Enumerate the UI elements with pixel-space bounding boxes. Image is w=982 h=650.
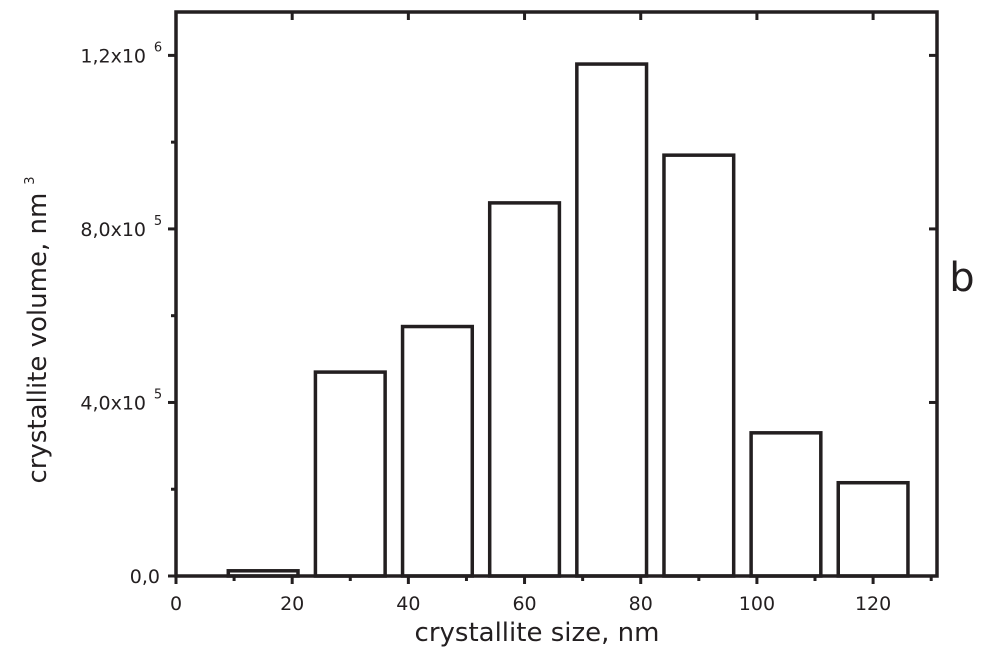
- y-tick-label-1: 4,0x10: [80, 392, 146, 414]
- x-tick-label-5: 100: [739, 593, 775, 615]
- bar-6: [749, 431, 823, 578]
- y-axis-label-group: crystallite volume, nm 3: [23, 176, 53, 483]
- tick-labels-group: 0 20 40 60 80 100 120 0,0 4,0x10 5 8,0x10 5 1,2x10 6: [80, 40, 891, 615]
- x-axis-label: crystallite size, nm: [415, 618, 660, 648]
- x-tick-label-3: 60: [512, 593, 536, 615]
- y-tick-label-2: 8,0x10: [80, 219, 146, 241]
- y-tick-exponent-1: 5: [154, 387, 162, 402]
- bars-group: [226, 62, 910, 578]
- x-tick-label-0: 0: [170, 593, 182, 615]
- x-tick-label-1: 20: [280, 593, 304, 615]
- x-tick-label-4: 80: [629, 593, 653, 615]
- y-tick-exponent-2: 5: [154, 214, 162, 229]
- x-tick-label-6: 120: [855, 593, 891, 615]
- bar-4: [575, 62, 649, 578]
- panel-label: b: [949, 255, 974, 301]
- bar-2: [400, 324, 475, 578]
- x-tick-label-2: 40: [396, 593, 420, 615]
- ticks-group: [168, 12, 937, 584]
- bar-1: [313, 370, 387, 578]
- y-axis-label-text: crystallite volume, nm: [23, 193, 53, 484]
- y-tick-label-3: 1,2x10: [80, 45, 146, 67]
- y-tick-exponent-3: 6: [154, 40, 162, 55]
- bar-7: [836, 480, 910, 578]
- bar-5: [662, 153, 736, 578]
- bar-3: [487, 201, 562, 578]
- y-axis-label-superscript: 3: [23, 176, 38, 184]
- y-tick-label-0: 0,0: [130, 566, 160, 588]
- y-axis-label: crystallite volume, nm 3: [23, 176, 53, 483]
- plot-frame: [174, 10, 939, 578]
